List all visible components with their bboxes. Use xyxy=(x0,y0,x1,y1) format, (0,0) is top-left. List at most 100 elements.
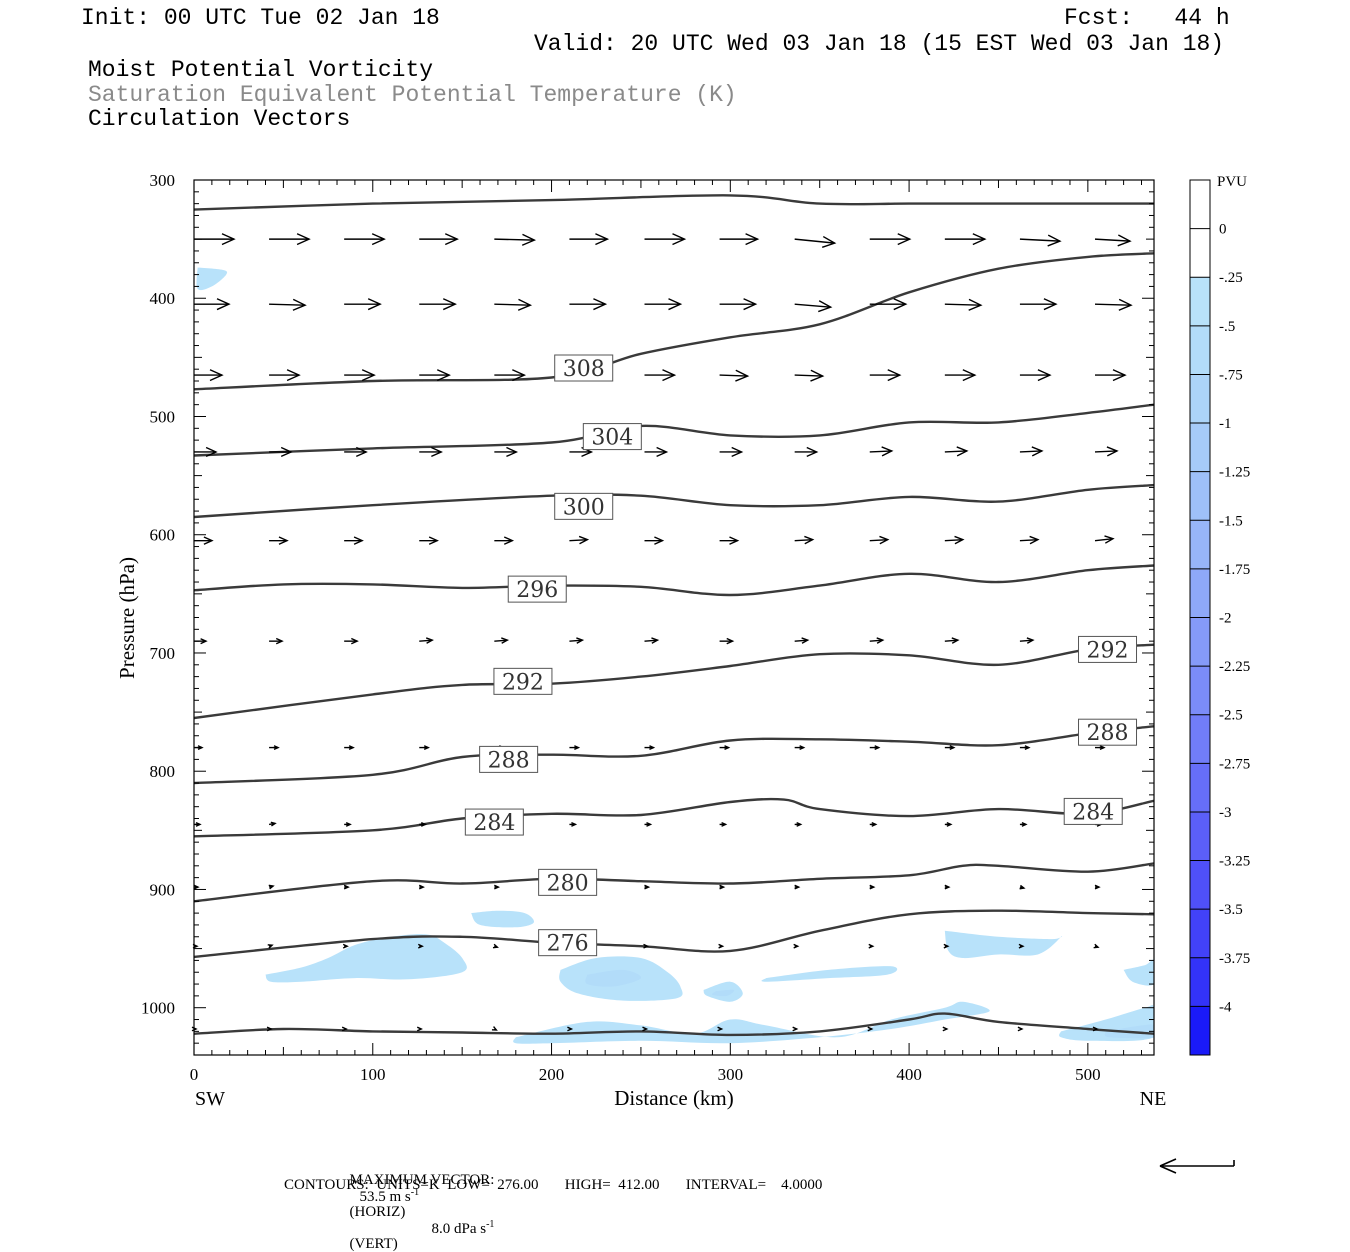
vector-arrow xyxy=(194,536,214,545)
vector-arrow xyxy=(1018,943,1025,949)
x-right-end-label: NE xyxy=(1140,1088,1167,1110)
vector-arrow xyxy=(1095,745,1106,751)
y-tick-label: 700 xyxy=(150,644,176,663)
vector-arrow xyxy=(569,535,590,545)
plot-frame xyxy=(193,179,1155,1056)
contour-label: 288 xyxy=(1087,721,1129,746)
contour-label: 276 xyxy=(547,932,589,957)
vert-tag: (VERT) xyxy=(349,1236,398,1252)
vector-arrow xyxy=(794,821,803,827)
max-vector-vert: 8.0 dPa s xyxy=(431,1221,487,1237)
colorbar-swatch xyxy=(1190,374,1210,424)
y-tick-label: 600 xyxy=(150,526,176,545)
vector-arrow xyxy=(494,884,501,890)
vert-exponent: -1 xyxy=(486,1219,495,1230)
vector-arrow xyxy=(794,745,806,751)
vector-arrow xyxy=(569,233,610,246)
pv-region-8 xyxy=(944,930,1063,959)
vector-arrow xyxy=(869,884,876,890)
vector-arrow xyxy=(419,298,457,311)
x-tick-label: 0 xyxy=(190,1065,199,1084)
colorbar-tick-label: -2.75 xyxy=(1219,756,1250,772)
circulation-vectors xyxy=(191,233,1133,1032)
vector-arrow xyxy=(419,745,430,751)
colorbar-tick-label: -2.25 xyxy=(1219,659,1250,675)
horiz-tag: (HORIZ) xyxy=(349,1204,406,1220)
vector-arrow xyxy=(269,233,311,246)
vector-arrow xyxy=(494,298,533,311)
forecast-hour: Fcst: 44 h xyxy=(1064,5,1230,31)
vector-arrow xyxy=(419,821,427,827)
contour-284 xyxy=(194,797,1154,838)
vector-arrow xyxy=(644,536,665,545)
vector-arrow xyxy=(569,745,581,751)
contour-label: 284 xyxy=(1072,800,1114,825)
vector-arrow xyxy=(491,1026,498,1031)
contour-292 xyxy=(194,643,1154,720)
vector-arrow xyxy=(419,233,459,246)
vector-arrow xyxy=(1094,884,1101,890)
y-tick-label: 800 xyxy=(150,762,176,781)
vector-arrow xyxy=(869,821,878,827)
vector-arrow xyxy=(944,369,977,382)
vector-arrow xyxy=(644,369,677,382)
colorbar-tick-label: -1.5 xyxy=(1219,513,1243,529)
colorbar-tick-label: -1 xyxy=(1219,416,1232,432)
colorbar-tick-label: -2.5 xyxy=(1219,708,1243,724)
max-vector-label: MAXIMUM VECTOR: xyxy=(349,1172,495,1188)
colorbar-tick-label: -3.5 xyxy=(1219,902,1243,918)
colorbar-tick-label: -.5 xyxy=(1219,319,1235,335)
vector-arrow xyxy=(269,369,301,382)
reference-vector xyxy=(1159,1158,1235,1174)
axes: 0 100 200 300 400 500 300 400 500 600 700 800 900 100… xyxy=(141,171,1154,1084)
contour-label: 280 xyxy=(547,871,589,896)
vector-arrow xyxy=(869,233,912,246)
contour-label: 284 xyxy=(473,811,515,836)
contour-label-box xyxy=(582,423,642,451)
contour-324 xyxy=(194,194,1154,211)
vector-arrow xyxy=(794,235,837,248)
vector-arrow xyxy=(869,298,908,311)
vector-arrow xyxy=(944,298,983,311)
contour-280 xyxy=(194,862,1154,903)
vector-arrow xyxy=(569,298,608,311)
colorbar-swatch xyxy=(1190,909,1210,959)
vector-arrow xyxy=(644,884,651,890)
horiz-exponent: -1 xyxy=(410,1187,420,1198)
vector-arrow xyxy=(1019,369,1052,382)
colorbar-swatch xyxy=(1190,520,1210,570)
vector-arrow xyxy=(1094,535,1115,544)
vector-arrow xyxy=(341,1026,348,1032)
contour-label: 296 xyxy=(516,578,558,603)
vector-arrow xyxy=(1019,745,1031,751)
x-tick-label: 100 xyxy=(360,1065,386,1084)
vector-arrow xyxy=(494,446,519,458)
colorbar-swatch xyxy=(1190,471,1210,521)
vector-arrow xyxy=(344,298,382,311)
colorbar-swatch xyxy=(1190,180,1210,230)
colorbar-swatch xyxy=(1190,325,1210,375)
vector-arrow xyxy=(794,300,833,313)
vector-arrow xyxy=(944,637,960,644)
vector-arrow xyxy=(269,637,284,645)
vector-arrow xyxy=(1019,446,1044,457)
vector-arrow xyxy=(794,369,825,382)
vector-arrow xyxy=(642,1026,649,1032)
theta-e-contours xyxy=(194,194,1154,1037)
contour-label-box xyxy=(1063,797,1123,825)
vector-arrow xyxy=(944,233,987,246)
vector-arrow xyxy=(266,1026,273,1032)
pv-colorbar: PVU 0 -.25 -.5 -.75 -1 -1.25 -1.5 -1.75 -2 -2.25 -2… xyxy=(1189,174,1250,1056)
vector-arrow xyxy=(794,535,815,545)
vector-arrow xyxy=(268,884,275,890)
vector-arrow xyxy=(194,821,202,827)
y-tick-label: 1000 xyxy=(141,999,175,1018)
vector-arrow xyxy=(944,821,953,827)
pv-region-6 xyxy=(711,989,735,997)
vector-arrow xyxy=(719,369,750,382)
vector-arrow xyxy=(1094,234,1132,247)
colorbar-swatch xyxy=(1190,714,1210,764)
vector-arrow xyxy=(719,298,758,311)
colorbar-tick-label: -2 xyxy=(1219,611,1232,627)
vector-arrow xyxy=(1019,234,1062,247)
